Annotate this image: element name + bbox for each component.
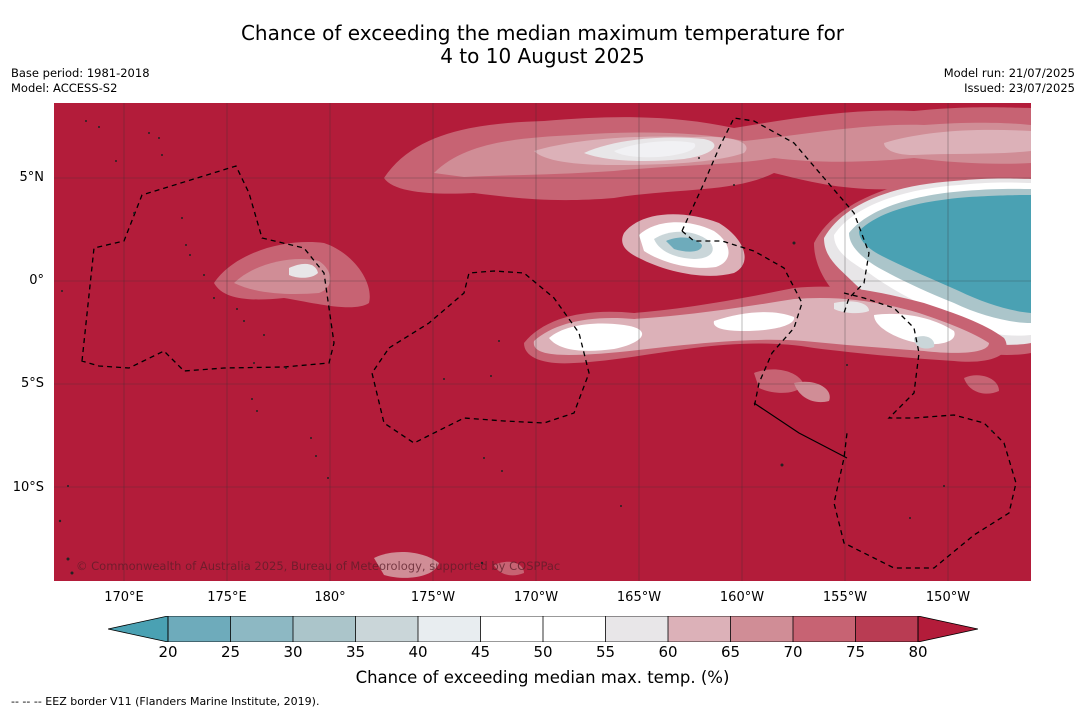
map-title: Chance of exceeding the median maximum t… — [0, 22, 1085, 68]
colorbar-tick-40: 40 — [408, 643, 428, 661]
run-info: Model run: 21/07/2025 Issued: 23/07/2025 — [944, 66, 1075, 95]
lon-label-170w: 170°W — [513, 590, 559, 605]
title-line-2: 4 to 10 August 2025 — [440, 44, 645, 68]
colorbar-tick-20: 20 — [158, 643, 178, 661]
lat-label-5s: 5°S — [20, 376, 44, 391]
eez-legend-footnote: -- -- -- EEZ border V11 (Flanders Marine… — [11, 695, 320, 708]
colorbar-tick-65: 65 — [720, 643, 741, 661]
colorbar-bin-75-80 — [855, 616, 918, 642]
eez-boundary-solid — [753, 402, 848, 459]
model-name: Model: ACCESS-S2 — [11, 80, 118, 95]
lon-label-155w: 155°W — [822, 590, 868, 605]
colorbar-tick-45: 45 — [470, 643, 491, 661]
lon-label-160w: 160°W — [719, 590, 765, 605]
colorbar-bin-25-30 — [230, 616, 293, 642]
lon-label-170e: 170°E — [104, 590, 144, 605]
colorbar — [108, 616, 978, 642]
lon-label-175e: 175°E — [207, 590, 247, 605]
issued-date: Issued: 23/07/2025 — [964, 80, 1075, 95]
colorbar-bin-20-25 — [168, 616, 231, 642]
lat-label-0: 0° — [29, 273, 44, 288]
colorbar-bin-35-40 — [355, 616, 418, 642]
colorbar-bin-65-70 — [730, 616, 793, 642]
colorbar-high-extension — [917, 616, 978, 642]
colorbar-tick-25: 25 — [220, 643, 241, 661]
colorbar-tick-50: 50 — [533, 643, 553, 661]
lon-label-180: 180° — [314, 590, 346, 605]
colorbar-bin-40-45 — [418, 616, 481, 642]
map-plot — [54, 103, 1031, 581]
colorbar-tick-70: 70 — [783, 643, 803, 661]
lat-label-5n: 5°N — [19, 170, 45, 185]
colorbar-bin-70-75 — [793, 616, 856, 642]
colorbar-tick-30: 30 — [283, 643, 303, 661]
northern-contour-band — [384, 107, 1031, 213]
southern-contour-band — [524, 286, 1007, 364]
central-west-contour — [214, 242, 370, 308]
colorbar-low-extension — [108, 616, 169, 642]
base-period: Base period: 1981-2018 — [11, 66, 150, 80]
lon-label-165w: 165°W — [616, 590, 662, 605]
colorbar-bin-60-65 — [668, 616, 731, 642]
lon-label-150w: 150°W — [925, 590, 971, 605]
colorbar-bin-30-35 — [293, 616, 356, 642]
colorbar-tick-55: 55 — [595, 643, 616, 661]
model-info: Base period: 1981-2018 Model: ACCESS-S2 — [11, 66, 150, 95]
colorbar-bin-50-55 — [543, 616, 606, 642]
lon-label-175w: 175°W — [410, 590, 456, 605]
map-gridlines — [54, 103, 1031, 581]
colorbar-bin-55-60 — [605, 616, 668, 642]
small-contour-patches — [374, 369, 999, 578]
colorbar-tick-60: 60 — [658, 643, 678, 661]
colorbar-bin-45-50 — [480, 616, 543, 642]
colorbar-frame — [167, 616, 919, 642]
colorbar-tick-80: 80 — [908, 643, 928, 661]
colorbar-tick-75: 75 — [845, 643, 866, 661]
cool-anomaly-region-east — [814, 172, 1031, 355]
cool-anomaly-patch-north — [622, 214, 745, 276]
colorbar-bin-dividers — [167, 616, 919, 642]
model-run-date: Model run: 21/07/2025 — [943, 66, 1075, 80]
eez-borders — [81, 117, 1017, 569]
colorbar-tick-35: 35 — [345, 643, 366, 661]
island-markers — [58, 120, 993, 575]
title-line-1: Chance of exceeding the median maximum t… — [240, 21, 845, 45]
colorbar-title: Chance of exceeding median max. temp. (%… — [355, 668, 730, 687]
lat-label-10s: 10°S — [12, 480, 44, 495]
copyright-notice: © Commonwealth of Australia 2025, Bureau… — [76, 559, 561, 573]
